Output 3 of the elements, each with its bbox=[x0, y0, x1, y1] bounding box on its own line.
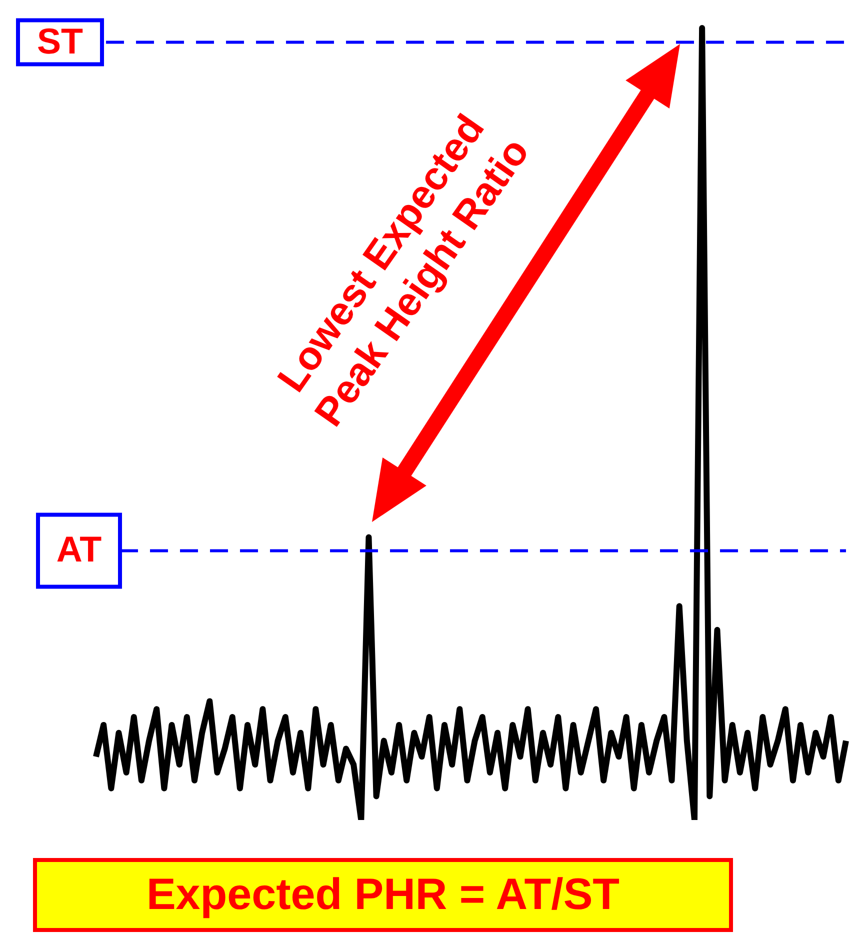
text: Expected PHR = AT/ST bbox=[33, 858, 733, 932]
ref-line-label: AT bbox=[56, 528, 102, 570]
ref-line-label: ST bbox=[36, 20, 84, 62]
